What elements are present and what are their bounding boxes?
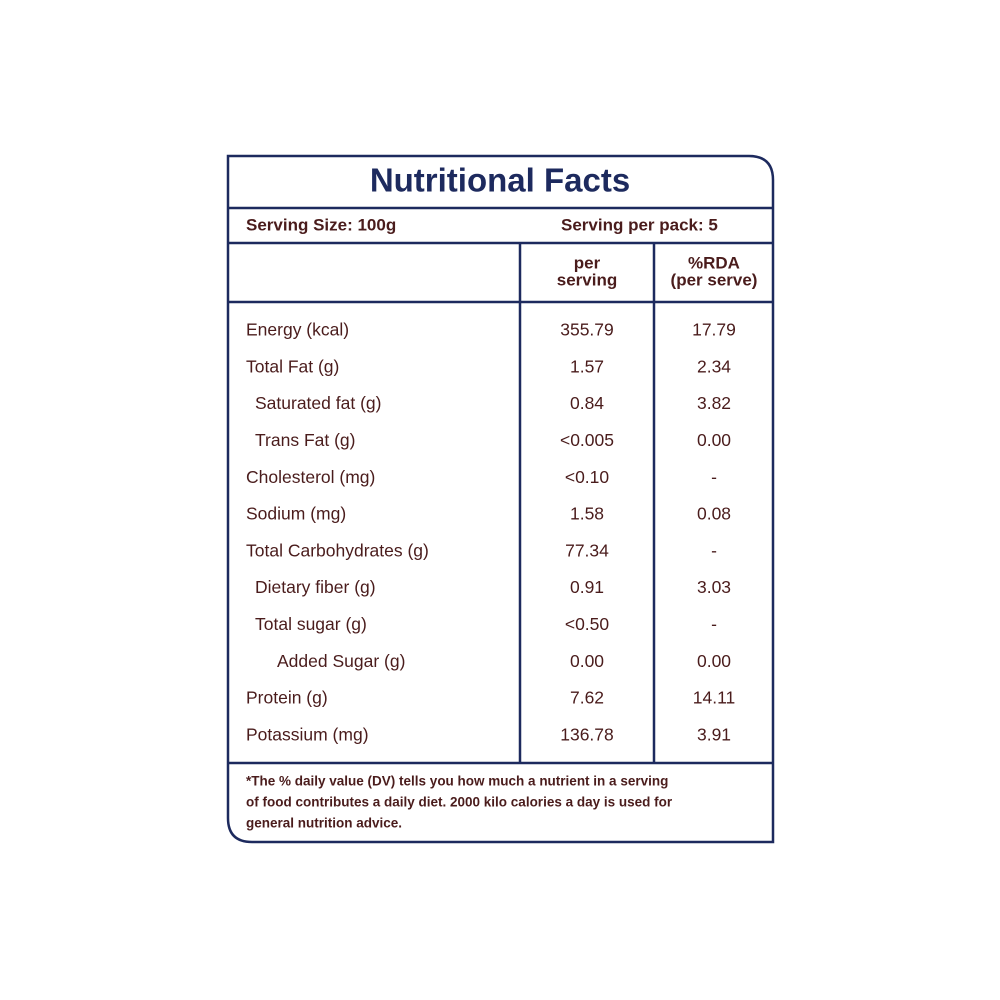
rda-value: 0.00 bbox=[697, 651, 731, 671]
rda-value: 14.11 bbox=[693, 688, 736, 708]
nutrient-name: Dietary fiber (g) bbox=[255, 577, 376, 597]
footnote: *The % daily value (DV) tells you how mu… bbox=[246, 774, 668, 789]
per-serving-value: 7.62 bbox=[570, 688, 604, 708]
per-serving-value: 355.79 bbox=[560, 320, 614, 340]
rda-value: 0.00 bbox=[697, 430, 731, 450]
rda-value: - bbox=[711, 467, 717, 487]
per-serving-value: 0.91 bbox=[570, 577, 604, 597]
nutrient-name: Sodium (mg) bbox=[246, 504, 346, 524]
rda-value: 2.34 bbox=[697, 356, 731, 376]
panel-border bbox=[226, 154, 775, 844]
per-serving-value: 0.00 bbox=[570, 651, 604, 671]
nutrient-name: Total Fat (g) bbox=[246, 356, 339, 376]
per-serving-value: 1.58 bbox=[570, 504, 604, 524]
column-header: %RDA bbox=[688, 253, 740, 272]
column-header: (per serve) bbox=[671, 270, 758, 289]
nutrient-name: Energy (kcal) bbox=[246, 320, 349, 340]
rda-value: 3.03 bbox=[697, 577, 731, 597]
per-serving-value: <0.10 bbox=[565, 467, 610, 487]
rda-value: 17.79 bbox=[692, 320, 736, 340]
per-serving-value: <0.005 bbox=[560, 430, 614, 450]
per-serving-value: 136.78 bbox=[560, 724, 614, 744]
rda-value: - bbox=[711, 540, 717, 560]
rda-value: 3.91 bbox=[697, 724, 731, 744]
rda-value: 3.82 bbox=[697, 393, 731, 413]
nutrient-name: Saturated fat (g) bbox=[255, 393, 381, 413]
nutrient-name: Trans Fat (g) bbox=[255, 430, 355, 450]
servings-per-pack: Serving per pack: 5 bbox=[561, 215, 718, 234]
nutrient-name: Total Carbohydrates (g) bbox=[246, 540, 429, 560]
column-header: serving bbox=[557, 270, 617, 289]
per-serving-value: 77.34 bbox=[565, 540, 609, 560]
footnote: of food contributes a daily diet. 2000 k… bbox=[246, 795, 673, 810]
nutrient-name: Cholesterol (mg) bbox=[246, 467, 375, 487]
per-serving-value: <0.50 bbox=[565, 614, 610, 634]
nutrient-name: Protein (g) bbox=[246, 688, 328, 708]
nutrient-name: Potassium (mg) bbox=[246, 724, 369, 744]
nutrient-name: Total sugar (g) bbox=[255, 614, 367, 634]
per-serving-value: 1.57 bbox=[570, 356, 604, 376]
nutrient-name: Added Sugar (g) bbox=[277, 651, 405, 671]
column-header: per bbox=[574, 253, 601, 272]
footnote: general nutrition advice. bbox=[246, 816, 402, 831]
serving-size: Serving Size: 100g bbox=[246, 215, 396, 234]
title: Nutritional Facts bbox=[370, 162, 630, 199]
rda-value: 0.08 bbox=[697, 504, 731, 524]
rda-value: - bbox=[711, 614, 717, 634]
per-serving-value: 0.84 bbox=[570, 393, 604, 413]
